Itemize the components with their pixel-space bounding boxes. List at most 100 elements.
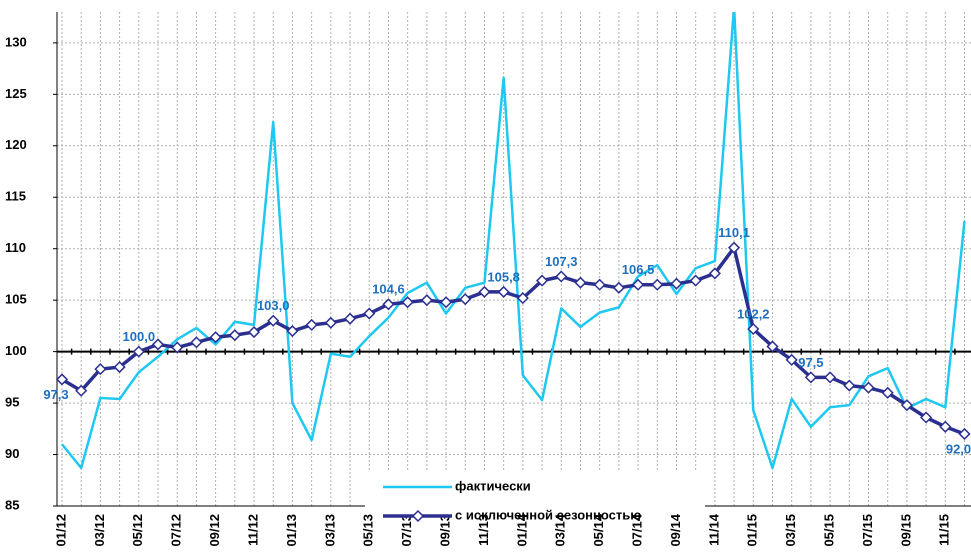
point-marker — [766, 340, 779, 353]
point-marker — [151, 338, 165, 351]
point-marker — [824, 371, 837, 384]
x-tick-label: 09/12 — [207, 514, 222, 547]
y-tick-label: 115 — [5, 189, 26, 204]
point-marker — [382, 298, 395, 311]
x-tick-label: 11/15 — [937, 514, 952, 546]
point-marker — [459, 293, 472, 306]
point-marker — [843, 379, 856, 392]
point-marker — [593, 278, 606, 291]
x-tick-label: 09/14 — [668, 513, 683, 546]
point-marker — [401, 296, 414, 309]
legend-box — [365, 472, 705, 508]
y-tick-label: 120 — [5, 137, 27, 152]
y-tick-label: 125 — [5, 86, 27, 101]
grid — [53, 12, 971, 507]
x-tick-label: 01/13 — [284, 514, 299, 547]
point-marker — [478, 285, 491, 298]
x-tick-label: 03/15 — [783, 514, 798, 547]
y-tick-label: 130 — [5, 34, 27, 49]
x-tick-label: 01/12 — [53, 514, 68, 547]
y-tick-label: 110 — [5, 240, 26, 255]
x-tick-label: 01/15 — [745, 514, 760, 547]
series-line — [61, 12, 966, 470]
point-marker — [439, 296, 453, 309]
plot — [61, 12, 966, 470]
point-marker — [920, 411, 933, 424]
x-tick-label: 09/15 — [898, 514, 913, 547]
point-marker — [804, 371, 817, 384]
x-tick-label: 11/12 — [245, 514, 260, 546]
point-marker — [939, 420, 952, 433]
point-marker — [75, 384, 88, 397]
x-tick-label: 05/12 — [130, 514, 145, 547]
point-marker — [343, 312, 357, 325]
point-marker — [228, 329, 241, 342]
point-marker — [958, 427, 971, 441]
point-marker — [728, 241, 741, 254]
y-tick-label: 100 — [5, 343, 27, 358]
point-marker — [689, 274, 702, 287]
point-marker — [113, 361, 126, 374]
data-label: 97,5 — [798, 355, 823, 370]
point-marker — [247, 326, 261, 339]
point-marker — [305, 318, 318, 331]
data-label: 97,3 — [43, 387, 68, 402]
point-marker — [535, 274, 549, 287]
x-tick-label: 03/14 — [553, 513, 568, 546]
point-marker — [612, 281, 625, 294]
x-tick-label: 09/13 — [437, 514, 452, 547]
point-marker — [497, 285, 510, 298]
point-marker — [286, 324, 299, 338]
x-tick-label: 01/14 — [514, 513, 529, 546]
labels: 85 90 95 100 105 110 115 120 125 130 01/12 03/12 05/… — [5, 34, 971, 546]
data-label: 102,2 — [737, 306, 770, 321]
y-tick-label: 90 — [5, 446, 19, 461]
y-tick-label: 85 — [5, 497, 19, 512]
point-marker — [267, 314, 280, 327]
data-label: 106,5 — [622, 262, 655, 277]
x-tick-label: 03/13 — [322, 514, 337, 547]
point-marker — [900, 399, 913, 412]
data-label: 107,3 — [545, 254, 578, 269]
point-marker — [324, 316, 337, 329]
x-tick-label: 11/13 — [476, 514, 491, 546]
point-marker — [363, 307, 376, 320]
point-marker — [555, 270, 568, 283]
legend-marker — [411, 509, 425, 523]
y-tick-label: 105 — [5, 292, 27, 307]
point-marker — [651, 278, 664, 291]
data-label: 104,6 — [372, 282, 405, 297]
point-marker — [55, 373, 69, 386]
point-marker — [785, 353, 798, 366]
point-marker — [420, 294, 433, 307]
x-tick-label: 07/14 — [630, 513, 645, 546]
data-label: 105,8 — [487, 269, 520, 284]
point-marker — [670, 277, 683, 290]
x-tick-label: 05/14 — [591, 513, 606, 546]
x-tick-label: 07/13 — [399, 514, 414, 547]
point-marker — [132, 345, 145, 358]
data-label: 110,1 — [718, 225, 750, 240]
point-marker — [632, 278, 645, 291]
point-marker — [209, 331, 222, 344]
legend-label: с исключенной сезонностью — [455, 507, 641, 522]
x-tick-label: 03/12 — [92, 514, 107, 547]
point-marker — [747, 322, 760, 336]
point-marker — [574, 276, 587, 289]
point-marker — [862, 381, 875, 394]
x-tick-label: 07/15 — [860, 514, 875, 547]
point-marker — [708, 267, 721, 280]
legend-label: фактически — [455, 478, 531, 493]
data-label: 103,0 — [257, 298, 290, 313]
x-tick-label: 11/14 — [706, 513, 721, 546]
point-marker — [94, 363, 107, 376]
y-tick-label: 95 — [5, 395, 19, 410]
data-label: 92,0 — [946, 441, 971, 456]
x-tick-label: 05/13 — [361, 514, 376, 547]
x-tick-label: 05/15 — [822, 514, 837, 547]
point-marker — [190, 336, 203, 349]
point-marker — [171, 341, 184, 354]
x-tick-label: 07/12 — [169, 514, 184, 547]
point-marker — [881, 386, 894, 399]
